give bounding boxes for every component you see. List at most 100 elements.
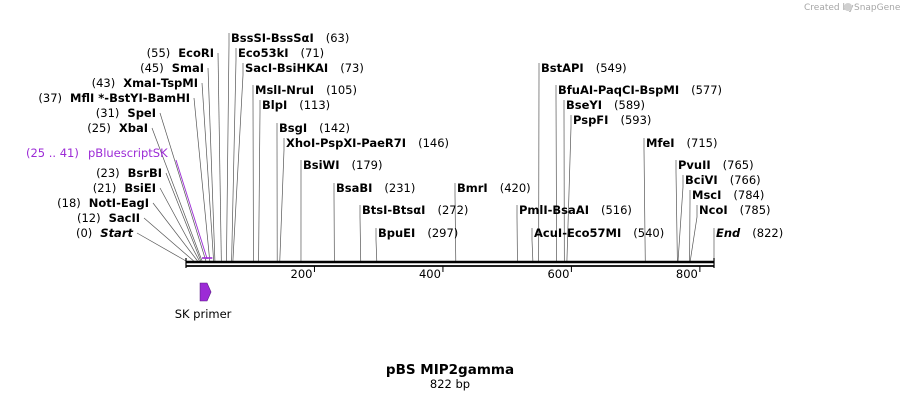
site-leader-line: [531, 228, 534, 262]
site-leader-line: [232, 63, 244, 262]
enzyme-name-bpuei: BpuEI: [378, 226, 415, 240]
site-label-mfli: MflI * - BstYI - BamHI (37): [38, 91, 190, 105]
enzyme-name-bsiwi: BsiWI: [303, 158, 340, 172]
name-separator: -: [635, 83, 640, 97]
enzyme-name-ecori: EcoRI: [178, 46, 214, 60]
enzyme-name-paqci: PaqCI: [598, 83, 635, 97]
site-leader-line: [689, 205, 698, 262]
enzyme-name-xhoi: XhoI: [286, 136, 315, 150]
site-position: (549): [596, 61, 627, 75]
site-leader-line: [566, 115, 572, 262]
axis-tick-label: 400: [419, 267, 441, 281]
enzyme-name-mfli: MflI *: [70, 91, 104, 105]
enzyme-name-bcivi: BciVI: [685, 173, 718, 187]
name-separator: -: [282, 83, 287, 97]
site-position: (785): [740, 203, 771, 217]
name-separator: -: [104, 91, 109, 105]
enzyme-name-xbai: XbaI: [119, 121, 148, 135]
site-label-xmai: XmaI - TspMI (43): [92, 76, 198, 90]
name-separator: -: [315, 136, 320, 150]
site-leader-line: [159, 187, 200, 262]
site-position: (146): [418, 136, 449, 150]
enzyme-name-btsi: BtsI: [362, 203, 387, 217]
enzyme-name-tspmi: TspMI: [161, 76, 198, 90]
site-label-bsiei: BsiEI (21): [93, 181, 156, 195]
feature-group: (25 .. 41) pBluescriptSK SK primer: [26, 146, 232, 321]
site-label-eco53ki: Eco53kI (71): [238, 46, 324, 60]
enzyme-labels: BssSI - BssSαI (63)Eco53kI (71)SacI - BsiH…: [38, 31, 783, 240]
site-label-noti: NotI - EagI (18): [57, 196, 149, 210]
site-label-blpi: BlpI (113): [262, 98, 330, 112]
site-label-xbai: XbaI (25): [87, 121, 148, 135]
enzyme-name-msli: MslI: [255, 83, 282, 97]
site-label-start: Start (0): [76, 226, 134, 240]
site-label-sacii: SacII (12): [77, 211, 140, 225]
site-leader-line: [136, 232, 187, 262]
map-titles: pBS MIP2gamma 822 bp: [386, 362, 514, 391]
enzyme-name-paer7i: PaeR7I: [361, 136, 406, 150]
site-position: (231): [384, 181, 415, 195]
site-label-bcivi: BciVI (766): [685, 173, 761, 187]
enzyme-name-bsgi: BsgI: [279, 121, 307, 135]
site-position: (18): [57, 196, 81, 210]
enzyme-name-pmli: PmlI: [519, 203, 548, 217]
enzyme-name-bsiei: BsiEI: [124, 181, 156, 195]
site-leader-line: [193, 97, 211, 262]
enzyme-name-bseyi: BseYI: [566, 98, 602, 112]
enzyme-name-msci: MscI: [692, 188, 721, 202]
start-label: Start: [100, 226, 133, 240]
site-label-pspfi: PspFI (593): [573, 113, 651, 127]
site-label-bfuai: BfuAI - PaqCI - BspMI (577): [558, 83, 722, 97]
enzyme-name-eagi: EagI: [121, 196, 149, 210]
site-label-saci: SacI - BsiHKAI (73): [245, 61, 364, 75]
credit-text: Created by: [804, 3, 854, 13]
site-leader-line: [226, 33, 230, 262]
enzyme-name-smai: SmaI: [172, 61, 204, 75]
enzyme-name-bsihkai: BsiHKAI: [277, 61, 328, 75]
site-label-bpuei: BpuEI (297): [378, 226, 458, 240]
site-position: (37): [38, 91, 62, 105]
enzyme-name-sacii: SacII: [109, 211, 140, 225]
feature-range: (25 .. 41): [26, 146, 79, 160]
site-label-pvuii: PvuII (765): [678, 158, 754, 172]
enzyme-name-bsrbi: BsrBI: [128, 166, 162, 180]
site-label-bsiwi: BsiWI (179): [303, 158, 382, 172]
site-position: (784): [733, 188, 764, 202]
site-label-bsabi: BsaBI (231): [336, 181, 415, 195]
site-position: (589): [614, 98, 645, 112]
site-position: (272): [437, 203, 468, 217]
site-label-ncoi: NcoI (785): [699, 203, 771, 217]
site-position: (822): [752, 226, 783, 240]
enzyme-name-bsss-i: BssSαI: [271, 31, 314, 45]
site-position: (765): [723, 158, 754, 172]
site-position: (142): [319, 121, 350, 135]
enzyme-name-nrui: NruI: [286, 83, 314, 97]
site-position: (71): [301, 46, 325, 60]
site-label-msci: MscI (784): [692, 188, 764, 202]
site-position: (113): [299, 98, 330, 112]
site-label-mfei: MfeI (715): [646, 136, 717, 150]
enzyme-name-pvuii: PvuII: [678, 158, 711, 172]
site-position: (577): [691, 83, 722, 97]
site-label-xhoi: XhoI - PspXI - PaeR7I (146): [286, 136, 449, 150]
site-label-bstapi: BstAPI (549): [541, 61, 627, 75]
enzyme-name-noti: NotI: [89, 196, 116, 210]
enzyme-name-ncoi: NcoI: [699, 203, 728, 217]
site-position: (766): [730, 173, 761, 187]
site-position: (0): [76, 226, 92, 240]
enzyme-name-acui: AcuI: [534, 226, 562, 240]
primer-label: SK primer: [175, 307, 232, 321]
map-subtitle: 822 bp: [430, 377, 470, 391]
primer-arrow-icon: [199, 282, 212, 302]
enzyme-name-bstyi: BstYI: [109, 91, 143, 105]
feature-name: pBluescriptSK: [88, 146, 168, 160]
site-position: (516): [601, 203, 632, 217]
site-position: (715): [687, 136, 718, 150]
site-leader-line: [677, 175, 684, 262]
enzyme-name-bspmi: BspMI: [640, 83, 680, 97]
enzyme-name-eco53ki: Eco53kI: [238, 46, 289, 60]
site-position: (105): [326, 83, 357, 97]
leader-lines: [136, 33, 715, 262]
axis-tick-label: 200: [291, 267, 313, 281]
